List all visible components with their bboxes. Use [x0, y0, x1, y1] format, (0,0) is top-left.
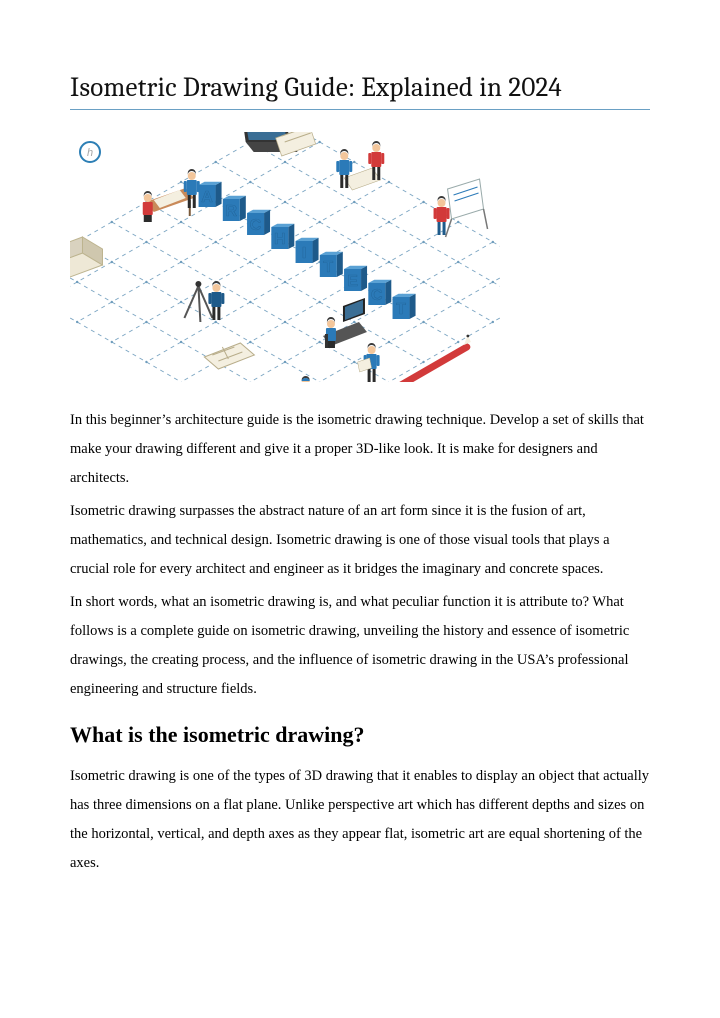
title-underline — [70, 109, 650, 110]
page-title: Isometric Drawing Guide: Explained in 20… — [70, 72, 650, 103]
section-heading: What is the isometric drawing? — [70, 722, 650, 748]
intro-paragraph-2: Isometric drawing surpasses the abstract… — [70, 497, 650, 584]
architect-isometric-svg: hAARRCCHHIITTEECCTT — [70, 132, 500, 382]
intro-paragraph-3: In short words, what an isometric drawin… — [70, 588, 650, 704]
intro-paragraph-1: In this beginner’s architecture guide is… — [70, 406, 650, 493]
section-paragraph-1: Isometric drawing is one of the types of… — [70, 762, 650, 878]
hero-illustration: hAARRCCHHIITTEECCTT — [70, 132, 500, 382]
document-page: Isometric Drawing Guide: Explained in 20… — [0, 0, 720, 1018]
svg-text:h: h — [87, 147, 93, 159]
hero-illustration-container: hAARRCCHHIITTEECCTT — [70, 132, 500, 382]
